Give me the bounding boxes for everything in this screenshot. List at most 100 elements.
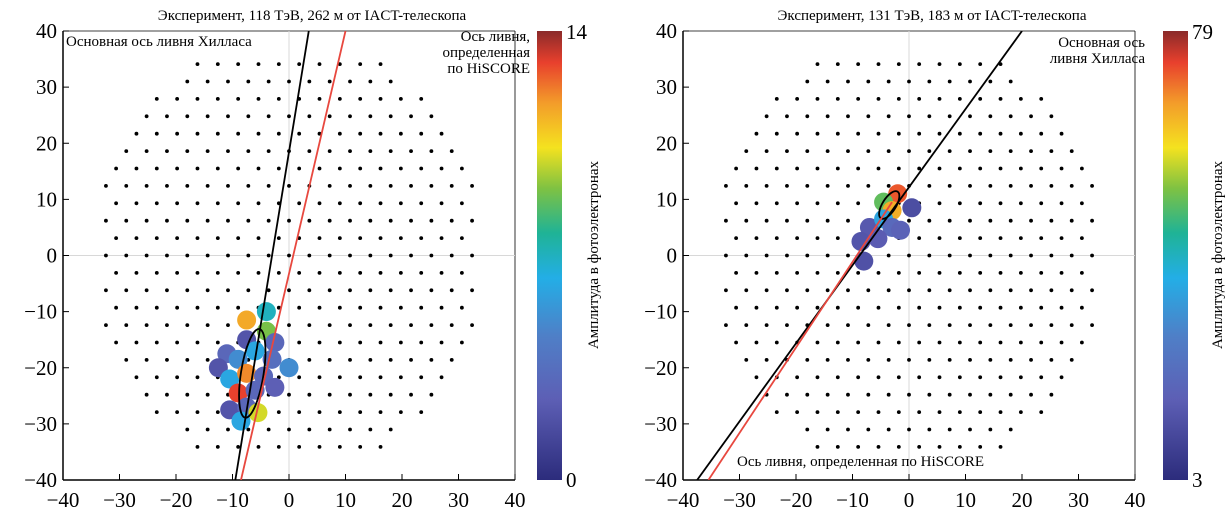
detector-pixel-dot <box>1059 236 1064 241</box>
detector-pixel-dot <box>236 62 241 67</box>
detector-pixel-dot <box>226 79 230 84</box>
detector-pixel-dot <box>256 97 261 101</box>
detector-pixel-dot <box>266 288 271 293</box>
detector-pixel-dot <box>805 392 810 397</box>
detector-pixel-dot <box>276 375 281 380</box>
detector-pixel-dot <box>307 427 312 432</box>
detector-pixel-dot <box>1059 166 1064 171</box>
detector-pixel-dot <box>215 305 220 310</box>
detector-pixel-dot <box>917 375 922 380</box>
detector-pixel-dot <box>1039 236 1044 241</box>
detector-pixel-dot <box>1029 392 1033 397</box>
signal-pixel <box>902 198 922 218</box>
detector-pixel-dot <box>368 253 373 258</box>
detector-pixel-dot <box>419 270 424 275</box>
detector-pixel-dot <box>978 375 983 380</box>
detector-pixel-dot <box>459 305 464 310</box>
detector-pixel-dot <box>1049 218 1054 223</box>
detector-pixel-dot <box>388 392 393 397</box>
detector-pixel-dot <box>917 62 922 67</box>
detector-pixel-dot <box>805 79 810 84</box>
detector-pixel-dot <box>896 131 901 136</box>
detector-pixel-dot <box>835 305 840 310</box>
detector-pixel-dot <box>785 392 789 397</box>
detector-pixel-dot <box>287 79 291 84</box>
detector-pixel-dot <box>409 357 413 362</box>
detector-pixel-dot <box>276 444 281 449</box>
detector-pixel-dot <box>104 288 108 293</box>
signal-pixel <box>220 369 240 389</box>
detector-pixel-dot <box>409 253 413 258</box>
detector-pixel-dot <box>724 218 728 223</box>
detector-pixel-dot <box>1008 323 1013 327</box>
y-tick-label: −30 <box>644 412 677 436</box>
detector-pixel-dot <box>734 201 739 206</box>
detector-pixel-dot <box>317 444 322 449</box>
detector-pixel-dot <box>856 131 861 136</box>
detector-pixel-dot <box>307 357 312 362</box>
detector-pixel-dot <box>957 62 962 67</box>
signal-pixel <box>237 310 257 330</box>
detector-pixel-dot <box>419 340 424 345</box>
detector-pixel-dot <box>154 131 159 136</box>
detector-pixel-dot <box>1008 184 1013 188</box>
detector-pixel-dot <box>175 340 180 345</box>
detector-pixel-dot <box>144 184 149 188</box>
detector-pixel-dot <box>927 288 932 293</box>
colorbar-max-label: 14 <box>566 20 588 44</box>
detector-pixel-dot <box>144 288 149 293</box>
x-tick-label: 30 <box>1068 488 1089 512</box>
detector-pixel-dot <box>388 357 393 362</box>
detector-pixel-dot <box>754 270 759 275</box>
detector-pixel-dot <box>297 444 302 449</box>
detector-pixel-dot <box>409 392 413 397</box>
detector-pixel-dot <box>439 131 444 136</box>
detector-pixel-dot <box>429 114 434 119</box>
detector-pixel-dot <box>998 444 1003 449</box>
detector-pixel-dot <box>937 97 942 101</box>
y-tick-label: 20 <box>36 131 57 155</box>
detector-pixel-dot <box>856 270 861 275</box>
detector-pixel-dot <box>896 375 901 380</box>
detector-pixel-dot <box>744 253 749 258</box>
detector-pixel-dot <box>815 270 820 275</box>
detector-pixel-dot <box>998 410 1003 414</box>
detector-pixel-dot <box>774 270 779 275</box>
detector-pixel-dot <box>795 201 800 206</box>
detector-pixel-dot <box>449 253 454 258</box>
detector-pixel-dot <box>398 97 403 101</box>
detector-pixel-dot <box>1008 427 1013 432</box>
detector-pixel-dot <box>774 131 779 136</box>
detector-pixel-dot <box>297 340 302 345</box>
detector-pixel-dot <box>215 444 220 449</box>
detector-pixel-dot <box>856 62 861 67</box>
detector-pixel-dot <box>774 305 779 310</box>
detector-pixel-dot <box>1069 323 1074 327</box>
signal-pixel <box>265 332 285 352</box>
detector-pixel-dot <box>998 270 1003 275</box>
detector-pixel-dot <box>419 305 424 310</box>
detector-pixel-dot <box>307 253 312 258</box>
detector-pixel-dot <box>185 184 190 188</box>
detector-pixel-dot <box>368 357 373 362</box>
detector-pixel-dot <box>866 184 871 188</box>
hillas-axis-line <box>234 31 310 480</box>
detector-pixel-dot <box>896 444 901 449</box>
detector-pixel-dot <box>1069 184 1074 188</box>
detector-pixel-dot <box>439 340 444 345</box>
detector-pixel-dot <box>358 305 363 310</box>
detector-pixel-dot <box>947 323 952 327</box>
y-tick-label: −10 <box>24 300 57 324</box>
detector-pixel-dot <box>937 62 942 67</box>
detector-pixel-dot <box>988 79 993 84</box>
detector-pixel-dot <box>815 305 820 310</box>
detector-pixel-dot <box>215 131 220 136</box>
detector-pixel-dot <box>957 270 962 275</box>
y-tick-label: −30 <box>24 412 57 436</box>
detector-pixel-dot <box>266 184 271 188</box>
detector-pixel-dot <box>256 444 261 449</box>
detector-pixel-dot <box>419 236 424 241</box>
detector-pixel-dot <box>947 184 952 188</box>
detector-pixel-dot <box>459 340 464 345</box>
detector-pixel-dot <box>1049 149 1054 154</box>
